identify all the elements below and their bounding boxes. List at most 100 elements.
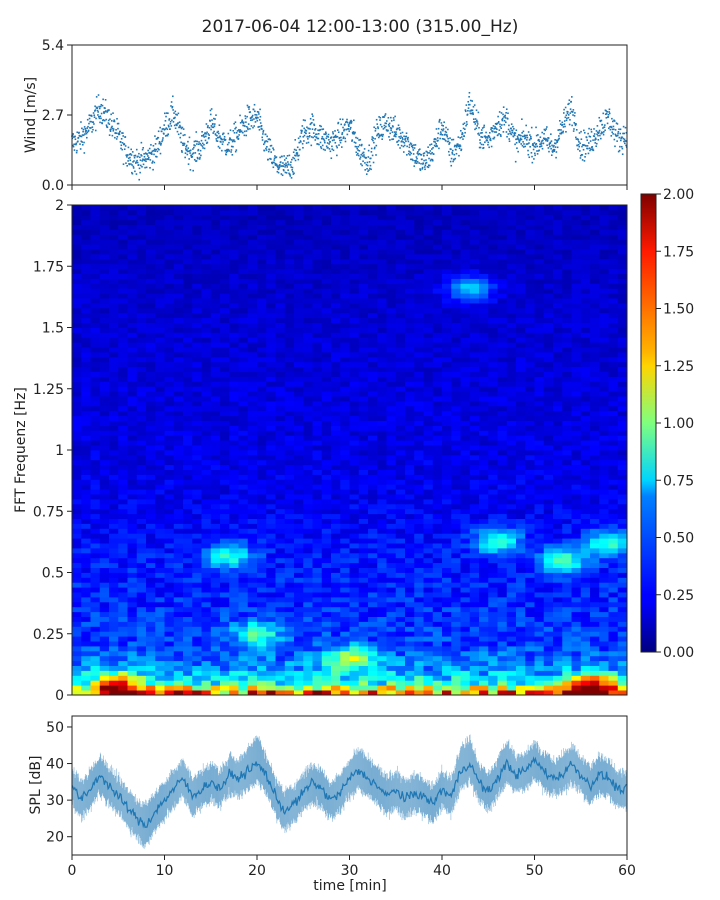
spectrogram-cell — [580, 650, 591, 657]
spectrogram-cell — [331, 631, 341, 637]
spectrogram-cell — [72, 494, 82, 500]
wind-point — [309, 117, 312, 120]
spectrogram-cell — [460, 528, 471, 534]
spectrogram-cell — [210, 440, 221, 446]
wind-point — [453, 153, 456, 156]
spectrogram-cell — [109, 655, 119, 662]
wind-point — [154, 150, 157, 152]
wind-point — [327, 133, 330, 136]
spectrogram-cell — [220, 611, 230, 617]
spectrogram-cell — [183, 616, 193, 622]
spectrogram-cell — [377, 685, 387, 691]
spectrogram-cell — [312, 489, 323, 495]
spectrogram-cell — [386, 616, 397, 622]
spectrogram-cell — [562, 503, 572, 510]
spectrogram-cell — [173, 626, 184, 632]
wind-point — [346, 118, 348, 121]
wind-point — [442, 125, 445, 127]
wind-point — [333, 135, 336, 138]
spectrogram-cell — [173, 528, 184, 534]
spectrogram-cell — [349, 552, 360, 559]
wind-point — [528, 142, 530, 144]
spectrogram-cell — [580, 489, 591, 495]
spectrogram-cell — [127, 587, 138, 593]
spectrogram-cell — [432, 582, 443, 588]
wind-point — [91, 131, 93, 133]
spectrogram-cell — [580, 562, 591, 568]
spectrogram-cell — [349, 484, 360, 490]
spectrogram-cell — [312, 533, 323, 539]
wind-point — [331, 148, 334, 150]
spectrogram-cell — [109, 450, 119, 456]
spectrogram-cell — [414, 528, 424, 534]
wind-point — [522, 130, 525, 133]
spectrogram-cell — [99, 469, 110, 475]
spectrogram-cell — [571, 592, 582, 598]
spectrogram-cell — [395, 479, 406, 485]
spectrogram-cell — [72, 572, 82, 578]
spectrogram-cell — [173, 621, 184, 627]
wind-point — [541, 131, 544, 134]
wind-point — [489, 137, 492, 140]
spectrogram-cell — [479, 435, 489, 441]
spectrogram-cell — [469, 484, 480, 490]
wind-point — [447, 150, 450, 153]
spectrogram-cell — [229, 572, 239, 578]
wind-point — [327, 146, 329, 149]
spectrogram-cell — [201, 572, 212, 578]
spectrogram-cell — [164, 611, 175, 617]
wind-point — [551, 144, 553, 147]
spectrogram-cell — [543, 675, 554, 681]
wind-point — [85, 129, 87, 132]
wind-point — [558, 137, 560, 140]
spectrogram-cell — [210, 601, 221, 608]
spectrogram-cell — [164, 479, 175, 485]
spectrogram-cell — [90, 597, 101, 603]
spectrogram-cell — [173, 450, 184, 456]
wind-point — [518, 141, 521, 144]
wind-point — [345, 128, 348, 131]
spectrogram-cell — [451, 459, 461, 466]
spectrogram-cell — [608, 508, 619, 515]
spectrogram-cell — [534, 567, 545, 573]
spectrogram-cell — [201, 665, 212, 671]
wind-point — [261, 128, 263, 130]
spectrogram-cell — [266, 523, 276, 529]
spectrogram-cell — [368, 582, 378, 588]
wind-point — [206, 126, 209, 129]
spectrogram-cell — [210, 445, 221, 451]
spectrogram-cell — [469, 552, 480, 559]
wind-point — [96, 109, 99, 112]
spectrogram-cell — [534, 650, 545, 657]
spectrogram-cell — [590, 479, 600, 485]
spectrogram-cell — [321, 557, 332, 564]
spectrogram-cell — [247, 518, 258, 524]
wind-ytick-label: 5.4 — [42, 38, 64, 54]
spectrogram-cell — [220, 655, 230, 662]
wind-point — [524, 145, 527, 148]
spectrogram-cell — [164, 548, 175, 554]
spectrogram-cell — [525, 474, 535, 480]
spectrogram-cell — [608, 518, 619, 524]
spectrogram-cell — [460, 548, 471, 554]
spectrogram-cell — [257, 567, 267, 573]
wind-point — [413, 147, 416, 149]
spectrogram-cell — [442, 601, 452, 608]
spectrogram-cell — [183, 479, 193, 485]
spectrogram-cell — [109, 445, 119, 451]
wind-point — [265, 149, 268, 151]
spectrogram-cell — [99, 548, 110, 554]
wind-point — [622, 137, 625, 140]
wind-point — [583, 131, 586, 134]
spectrogram-cell — [580, 616, 591, 622]
wind-point — [100, 103, 103, 106]
spectrogram-cell — [368, 533, 378, 539]
spectrogram-cell — [608, 626, 619, 632]
wind-point — [380, 133, 383, 136]
wind-point — [341, 131, 344, 134]
spectrogram-cell — [432, 646, 443, 652]
wind-point — [419, 148, 421, 151]
spectrogram-cell — [395, 543, 406, 549]
spectrogram-cell — [183, 489, 193, 495]
wind-point — [618, 136, 621, 139]
